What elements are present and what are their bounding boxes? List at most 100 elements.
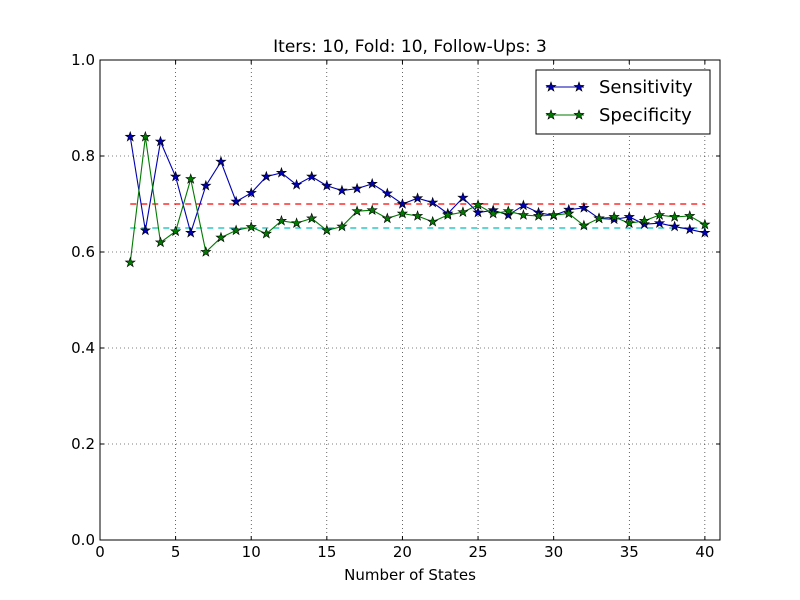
point-specificity: [336, 220, 348, 232]
point-specificity: [200, 246, 212, 257]
point-specificity: [306, 212, 318, 224]
x-tick-label: 15: [317, 543, 336, 561]
point-specificity: [245, 221, 257, 232]
point-specificity: [457, 206, 469, 217]
point-specificity: [487, 207, 499, 219]
point-specificity: [532, 210, 545, 221]
point-specificity: [366, 204, 378, 216]
point-sensitivity: [139, 224, 151, 236]
point-specificity: [653, 209, 666, 220]
legend-marker-specificity: [545, 109, 557, 120]
x-tick-label: 10: [242, 543, 261, 561]
legend-label-specificity: Specificity: [599, 105, 692, 126]
y-tick-label: 0.2: [71, 435, 95, 453]
point-specificity: [638, 214, 651, 226]
point-sensitivity: [669, 220, 681, 232]
point-sensitivity: [427, 196, 439, 208]
point-sensitivity: [290, 178, 303, 190]
point-sensitivity: [472, 206, 484, 218]
point-specificity: [260, 227, 272, 239]
point-specificity: [185, 173, 197, 184]
x-tick-label: 25: [469, 543, 488, 561]
point-sensitivity: [381, 187, 393, 199]
legend-box: [535, 69, 711, 135]
point-specificity: [290, 217, 303, 228]
x-tick-label: 0: [95, 543, 105, 561]
point-sensitivity: [457, 191, 469, 203]
x-tick-label: 5: [171, 543, 181, 561]
plot-frame: [99, 59, 721, 541]
point-specificity: [593, 212, 605, 224]
point-specificity: [623, 217, 635, 228]
point-sensitivity: [699, 226, 711, 238]
point-specificity: [502, 205, 514, 216]
series-layer: [124, 130, 711, 268]
point-sensitivity: [638, 218, 651, 229]
point-specificity: [321, 224, 333, 236]
point-specificity: [381, 212, 393, 224]
point-specificity: [427, 215, 439, 227]
chart-title: Iters: 10, Fold: 10, Follow-Ups: 3: [273, 37, 547, 57]
point-specificity: [517, 209, 530, 220]
point-specificity: [684, 210, 696, 221]
point-sensitivity: [396, 198, 409, 209]
point-sensitivity: [411, 192, 424, 204]
point-sensitivity: [336, 184, 348, 196]
point-sensitivity: [684, 223, 696, 235]
point-specificity: [699, 218, 711, 230]
point-sensitivity: [351, 182, 363, 194]
point-sensitivity: [275, 166, 288, 178]
point-specificity: [578, 219, 590, 231]
point-sensitivity: [366, 177, 378, 189]
point-specificity: [548, 209, 560, 220]
legend-marker-sensitivity: [573, 81, 585, 92]
y-tick-label: 1.0: [71, 51, 95, 69]
x-tick-label: 30: [544, 543, 563, 561]
point-specificity: [669, 211, 681, 222]
point-specificity: [442, 209, 454, 220]
point-specificity: [563, 207, 575, 219]
legend-marker-specificity: [573, 109, 585, 120]
point-sensitivity: [169, 170, 182, 182]
point-sensitivity: [154, 135, 167, 147]
x-axis-label: Number of States: [344, 566, 476, 584]
y-tick-label: 0.8: [71, 147, 95, 165]
axis-ticks: [99, 59, 720, 541]
x-tick-label: 40: [695, 543, 714, 561]
y-tick-label: 0.0: [71, 531, 95, 549]
point-sensitivity: [578, 201, 590, 213]
y-tick-label: 0.6: [71, 243, 95, 261]
point-specificity: [608, 211, 620, 222]
point-sensitivity: [185, 226, 197, 238]
legend-label-sensitivity: Sensitivity: [599, 77, 693, 98]
point-sensitivity: [321, 179, 333, 191]
point-sensitivity: [124, 130, 136, 142]
point-specificity: [472, 199, 484, 210]
legend: Sensitivity Specificity: [535, 69, 711, 135]
series-sensitivity: [124, 130, 711, 238]
point-sensitivity: [653, 217, 666, 228]
point-specificity: [230, 224, 242, 236]
point-specificity: [124, 256, 136, 268]
y-tick-label: 0.4: [71, 339, 95, 357]
point-sensitivity: [200, 179, 212, 191]
point-specificity: [139, 130, 151, 142]
point-specificity: [396, 207, 409, 219]
point-sensitivity: [260, 170, 272, 182]
point-sensitivity: [502, 209, 514, 220]
x-tick-label: 35: [620, 543, 639, 561]
point-specificity: [169, 225, 182, 237]
point-specificity: [154, 236, 167, 248]
point-sensitivity: [306, 170, 318, 182]
point-sensitivity: [215, 155, 227, 167]
point-sensitivity: [230, 195, 242, 207]
point-specificity: [351, 205, 363, 216]
tick-labels: 0 5 10 15 20 25 30 35 40 0.0 0.2 0.4 0.6 0.8 1.0: [71, 51, 714, 561]
point-specificity: [411, 210, 424, 221]
reference-lines: [130, 203, 705, 229]
point-sensitivity: [245, 187, 257, 198]
point-sensitivity: [517, 199, 530, 211]
legend-marker-sensitivity: [545, 81, 557, 92]
point-specificity: [275, 214, 288, 226]
